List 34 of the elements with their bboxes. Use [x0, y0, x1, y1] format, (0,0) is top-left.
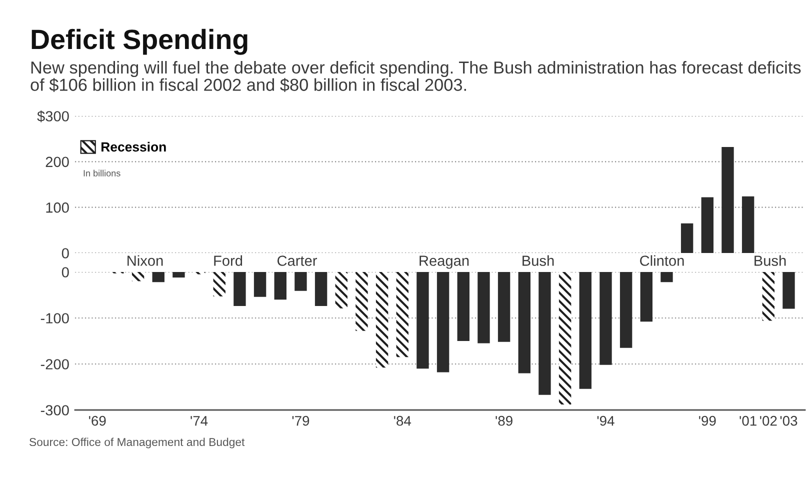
x-tick-label: '79: [292, 416, 310, 426]
text: Nixon: [128, 255, 163, 266]
text: Ford: [214, 255, 242, 266]
x-tick-label: '03: [780, 416, 798, 426]
chart-title: Deficit Spending: [32, 28, 248, 55]
x-tick-label: '84: [394, 416, 412, 426]
y-tick-label: 0: [62, 248, 69, 258]
annotation: In billions: [84, 170, 120, 176]
text: Carter: [277, 256, 318, 266]
y-tick-label: 200: [46, 156, 69, 168]
y-tick-label: -100: [40, 313, 69, 324]
y-tick-label: 0: [62, 267, 69, 278]
bar: [680, 223, 694, 253]
x-tick-label: '94: [597, 416, 614, 426]
legend-label: Recession: [102, 142, 166, 152]
x-tick-label: '02: [760, 416, 777, 426]
x-tick-label: '01: [740, 416, 756, 426]
source-note: Source: Office of Management and Budget: [30, 438, 245, 448]
x-tick-label: '69: [89, 416, 106, 426]
chart-subtitle: New spending will fuel the debate over deficit spending. The Bush administration has forecast deficits of $106 billion in fiscal 2002 and $80 billion in fiscal 2003.: [30, 61, 801, 92]
y-tick-label: 100: [46, 202, 69, 213]
text: Reagan: [420, 256, 469, 269]
bar: [722, 147, 734, 253]
x-tick-label: '89: [496, 416, 512, 426]
text: Clinton: [640, 255, 684, 266]
x-tick-label: '74: [190, 416, 208, 426]
bar: [742, 196, 754, 253]
text: Bush: [522, 255, 554, 266]
y-tick-label: -200: [40, 359, 69, 370]
y-tick-label: $300: [37, 110, 69, 122]
x-tick-label: '99: [699, 416, 716, 426]
y-tick-label: -300: [40, 405, 69, 416]
text: Bush: [754, 255, 786, 266]
bar: [701, 197, 714, 253]
